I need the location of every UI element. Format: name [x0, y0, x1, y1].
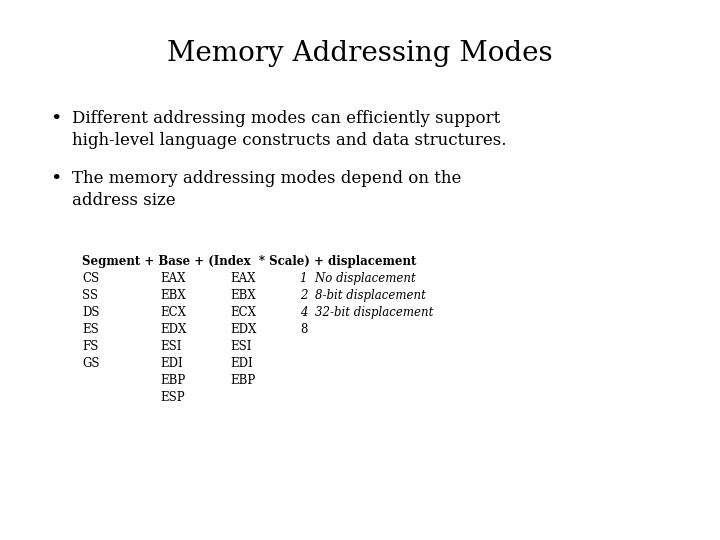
Text: ES: ES [82, 323, 99, 336]
Text: 4  32-bit displacement: 4 32-bit displacement [300, 306, 433, 319]
Text: CS: CS [82, 272, 99, 285]
Text: Memory Addressing Modes: Memory Addressing Modes [167, 40, 553, 67]
Text: •: • [50, 110, 61, 128]
Text: FS: FS [82, 340, 99, 353]
Text: Different addressing modes can efficiently support: Different addressing modes can efficient… [72, 110, 500, 127]
Text: EAX: EAX [230, 272, 256, 285]
Text: SS: SS [82, 289, 98, 302]
Text: 8: 8 [300, 323, 307, 336]
Text: DS: DS [82, 306, 99, 319]
Text: EBP: EBP [230, 374, 256, 387]
Text: EAX: EAX [160, 272, 186, 285]
Text: EBX: EBX [230, 289, 256, 302]
Text: Segment + Base + (Index  * Scale) + displacement: Segment + Base + (Index * Scale) + displ… [82, 255, 416, 268]
Text: ESI: ESI [230, 340, 251, 353]
Text: •: • [50, 170, 61, 188]
Text: EBX: EBX [160, 289, 186, 302]
Text: high-level language constructs and data structures.: high-level language constructs and data … [72, 132, 506, 149]
Text: address size: address size [72, 192, 176, 209]
Text: ESP: ESP [160, 391, 184, 404]
Text: EDX: EDX [160, 323, 186, 336]
Text: GS: GS [82, 357, 99, 370]
Text: ECX: ECX [160, 306, 186, 319]
Text: EBP: EBP [160, 374, 185, 387]
Text: EDI: EDI [160, 357, 183, 370]
Text: ESI: ESI [160, 340, 181, 353]
Text: EDX: EDX [230, 323, 256, 336]
Text: The memory addressing modes depend on the: The memory addressing modes depend on th… [72, 170, 462, 187]
Text: 2  8-bit displacement: 2 8-bit displacement [300, 289, 426, 302]
Text: 1  No displacement: 1 No displacement [300, 272, 415, 285]
Text: ECX: ECX [230, 306, 256, 319]
Text: EDI: EDI [230, 357, 253, 370]
